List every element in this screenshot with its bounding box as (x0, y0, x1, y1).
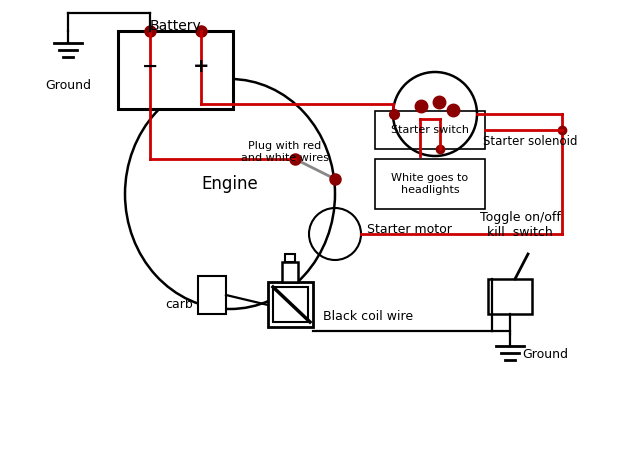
Bar (285, 254, 295, 262)
Text: Starter motor: Starter motor (367, 222, 452, 235)
Bar (268, 282, 313, 327)
Text: Engine: Engine (202, 175, 258, 193)
Text: Black coil wire: Black coil wire (323, 310, 413, 323)
Text: Starter solenoid: Starter solenoid (483, 135, 578, 148)
Text: Plug with red
and white wires: Plug with red and white wires (241, 141, 329, 163)
Bar (198, 276, 226, 314)
Text: −: − (142, 57, 158, 76)
Text: Ground: Ground (522, 348, 568, 361)
Text: carb: carb (166, 297, 193, 310)
Bar (375, 111, 485, 149)
Text: +: + (192, 57, 209, 76)
Bar (282, 262, 298, 282)
Bar (118, 31, 233, 109)
Text: Ground: Ground (45, 79, 91, 92)
Text: Starter switch: Starter switch (391, 125, 469, 135)
Bar (273, 287, 308, 322)
Text: White goes to
headlights: White goes to headlights (392, 173, 468, 195)
Text: Battery: Battery (150, 19, 201, 33)
Bar (488, 279, 532, 314)
Text: Toggle on/off
kill  switch: Toggle on/off kill switch (479, 211, 560, 239)
Bar (375, 159, 485, 209)
